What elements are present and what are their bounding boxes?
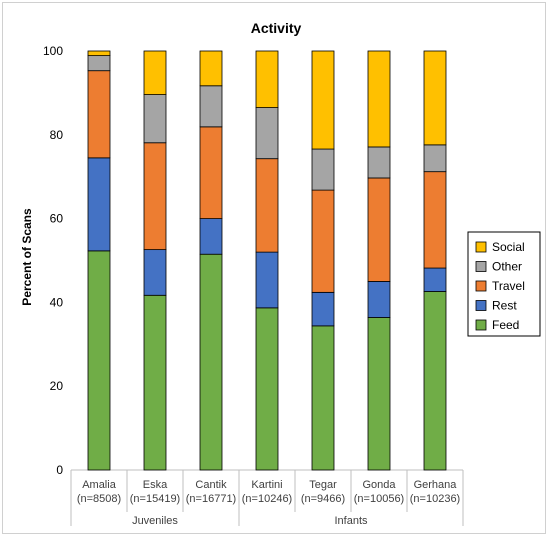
bar-social-3 (255, 50, 279, 108)
x-category-label: (n=10236) (410, 493, 460, 505)
x-category-label: (n=15419) (130, 493, 180, 505)
y-tick-label: 80 (50, 128, 64, 142)
bar-other-6 (423, 144, 447, 173)
bar-travel-1 (143, 142, 167, 251)
bar-feed-3 (255, 307, 279, 471)
y-tick-label: 100 (43, 44, 63, 58)
legend-label-social: Social (492, 240, 525, 254)
bar-feed-4 (311, 325, 335, 471)
y-tick-label: 40 (50, 295, 64, 309)
bar-other-2 (199, 85, 223, 128)
legend-swatch-travel (475, 280, 487, 292)
bar-feed-5 (367, 317, 391, 471)
bar-rest-6 (423, 267, 447, 292)
bar-other-4 (311, 148, 335, 191)
y-axis-label: Percent of Scans (20, 208, 34, 306)
x-category-label: (n=8508) (77, 493, 121, 505)
bar-social-6 (423, 50, 447, 146)
stacked-bar-chart: Activity Percent of Scans 0 20 40 60 80 100 A… (20, 20, 541, 527)
bar-other-0 (87, 55, 111, 72)
y-tick-label: 60 (50, 212, 64, 226)
legend-swatch-feed (475, 319, 487, 331)
bar-rest-2 (199, 218, 223, 255)
chart-frame: Activity Percent of Scans 0 20 40 60 80 100 A… (2, 2, 546, 534)
bar-other-3 (255, 107, 279, 160)
bars-group (87, 50, 447, 471)
legend: Social Other Travel Rest Feed (467, 231, 541, 337)
x-category-label: Amalia (82, 479, 117, 491)
bar-feed-6 (423, 291, 447, 471)
bar-other-5 (367, 146, 391, 179)
bar-rest-3 (255, 251, 279, 309)
bar-feed-2 (199, 253, 223, 471)
legend-label-feed: Feed (492, 318, 519, 332)
legend-swatch-social (475, 241, 487, 253)
x-category-label: (n=9466) (301, 493, 345, 505)
legend-swatch-rest (475, 300, 487, 311)
bar-social-5 (367, 50, 391, 148)
bar-travel-0 (87, 70, 111, 159)
bar-travel-4 (311, 189, 335, 293)
bar-travel-3 (255, 158, 279, 253)
bar-social-2 (199, 50, 223, 87)
bar-social-0 (87, 50, 111, 57)
legend-label-other: Other (492, 260, 522, 274)
legend-label-travel: Travel (492, 279, 525, 293)
x-category-label: Kartini (251, 479, 282, 491)
bar-feed-1 (143, 294, 167, 471)
x-group-labels: Juveniles Infants (132, 515, 368, 527)
bar-rest-5 (367, 281, 391, 318)
bar-travel-5 (367, 177, 391, 282)
x-category-label: Tegar (309, 479, 337, 491)
x-category-label: (n=16771) (186, 493, 236, 505)
bar-social-1 (143, 50, 167, 95)
x-category-label: (n=10246) (242, 493, 292, 505)
x-category-label: Cantik (195, 479, 227, 491)
x-category-label: (n=10056) (354, 493, 404, 505)
bar-rest-1 (143, 249, 167, 296)
x-group-label: Juveniles (132, 515, 178, 527)
bar-other-1 (143, 94, 167, 144)
x-group-label: Infants (334, 515, 368, 527)
chart-title: Activity (251, 20, 302, 36)
legend-label-rest: Rest (492, 299, 517, 313)
bar-social-4 (311, 50, 335, 150)
legend-swatch-other (475, 261, 487, 272)
x-category-label: Gerhana (414, 479, 458, 491)
y-tick-label: 20 (50, 379, 64, 393)
x-category-label: Eska (143, 479, 168, 491)
y-tick-labels: 0 20 40 60 80 100 (43, 44, 63, 477)
bar-rest-0 (87, 157, 111, 252)
x-category-label: Gonda (362, 479, 396, 491)
bar-rest-4 (311, 291, 335, 327)
bar-travel-2 (199, 126, 223, 219)
x-category-labels: Amalia (n=8508) Eska (n=15419) Cantik (n=1677… (70, 470, 464, 526)
bar-travel-6 (423, 171, 447, 269)
y-tick-label: 0 (56, 463, 63, 477)
bar-feed-0 (87, 250, 111, 471)
